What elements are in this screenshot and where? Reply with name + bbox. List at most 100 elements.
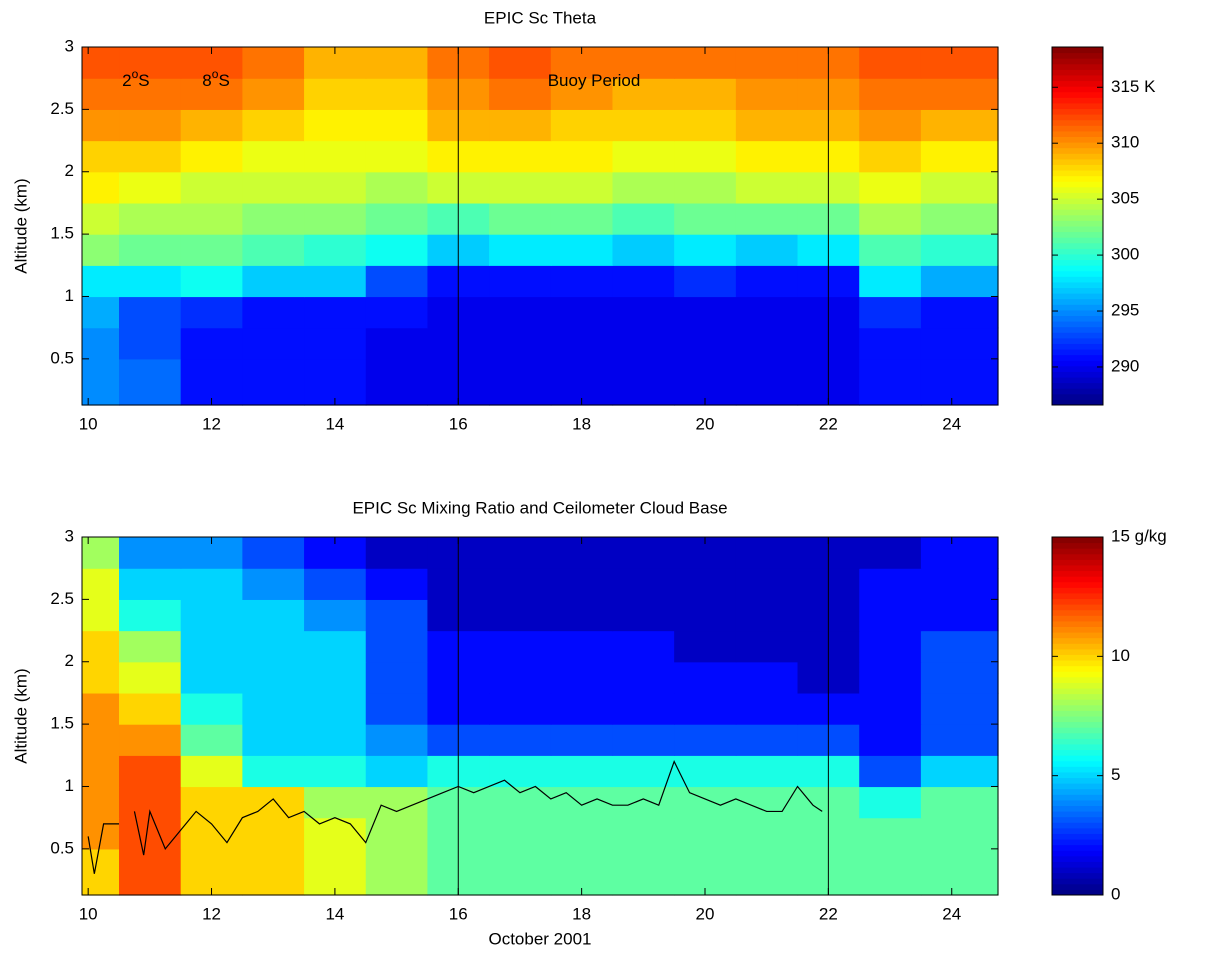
y-tick-label: 1 <box>65 286 74 305</box>
colorbar-swatch <box>1052 861 1103 868</box>
heat-cell <box>119 537 182 569</box>
heat-cell <box>180 202 243 235</box>
heat-cell <box>365 599 429 632</box>
heat-cell <box>612 786 675 819</box>
heat-cell <box>612 47 675 79</box>
heat-cell <box>920 537 999 569</box>
heat-cell <box>180 724 243 756</box>
heat-cell <box>550 358 614 406</box>
heat-cell <box>920 296 999 329</box>
y-tick-label: 2 <box>65 161 74 180</box>
colorbar-tick-label: 310 <box>1111 133 1139 152</box>
heat-cell <box>859 296 922 329</box>
heat-cell <box>365 661 429 694</box>
colorbar-swatch <box>1052 581 1103 588</box>
heat-cell <box>735 755 799 788</box>
heat-cell <box>735 599 799 632</box>
heat-cell <box>859 692 922 725</box>
colorbar-swatch <box>1052 248 1103 255</box>
colorbar-swatch <box>1052 253 1103 261</box>
y-tick-label: 0.5 <box>50 838 74 857</box>
heat-cell <box>612 296 675 329</box>
heat-cell <box>304 630 367 663</box>
heat-cell <box>82 630 120 663</box>
colorbar-swatch <box>1052 276 1103 283</box>
heat-cell <box>859 234 922 266</box>
colorbar-swatch <box>1052 74 1103 82</box>
colorbar-swatch <box>1052 281 1103 289</box>
heat-cell <box>550 724 614 756</box>
heat-cell <box>735 202 799 235</box>
heat-cell <box>82 848 120 896</box>
heat-cell <box>119 140 182 173</box>
heat-cell <box>489 78 552 110</box>
x-tick-label: 22 <box>819 904 838 923</box>
colorbar-swatch <box>1052 688 1103 695</box>
colorbar-swatch <box>1052 52 1103 59</box>
heat-cell <box>612 234 675 266</box>
colorbar-swatch <box>1052 214 1103 221</box>
heat-cell <box>180 692 243 725</box>
colorbar-swatch <box>1052 732 1103 739</box>
colorbar-swatch <box>1052 349 1103 356</box>
heat-cell <box>242 568 305 600</box>
heat-cell <box>180 140 243 173</box>
heat-cell <box>180 265 243 298</box>
colorbar-swatch <box>1052 265 1103 272</box>
heat-cell <box>365 47 429 79</box>
heat-cell <box>180 817 243 850</box>
colorbar-swatch <box>1052 598 1103 605</box>
heat-cell <box>304 234 367 266</box>
heat-cell <box>242 171 305 204</box>
heat-cell <box>489 537 552 569</box>
colorbar-swatch <box>1052 632 1103 639</box>
heat-cell <box>735 724 799 756</box>
heat-cell <box>180 171 243 204</box>
heat-cell <box>674 848 737 896</box>
heat-cell <box>859 171 922 204</box>
heat-cell <box>920 786 999 819</box>
heat-cell <box>920 171 999 204</box>
heat-cell <box>82 327 120 360</box>
x-tick-label: 20 <box>696 904 715 923</box>
heat-cell <box>119 47 182 79</box>
colorbar-swatch <box>1052 343 1103 350</box>
colorbar-swatch <box>1052 660 1103 667</box>
colorbar-swatch <box>1052 220 1103 227</box>
colorbar-swatch <box>1052 704 1103 711</box>
colorbar-swatch <box>1052 393 1103 400</box>
colorbar-swatch <box>1052 237 1103 244</box>
heat-cell <box>674 202 737 235</box>
heat-cell <box>180 568 243 600</box>
heat-cell <box>920 140 999 173</box>
colorbar-swatch <box>1052 63 1103 70</box>
heat-cell <box>735 358 799 406</box>
x-tick-label: 20 <box>696 414 715 433</box>
heat-cell <box>365 109 429 142</box>
heat-cell <box>550 755 614 788</box>
heat-cell <box>550 848 614 896</box>
colorbar-swatch <box>1052 615 1103 622</box>
colorbar-swatch <box>1052 799 1103 806</box>
heat-cell <box>489 358 552 406</box>
heat-cell <box>82 568 120 600</box>
colorbar-swatch <box>1052 620 1103 627</box>
colorbar-swatch <box>1052 749 1103 756</box>
heat-cell <box>242 817 305 850</box>
heat-cell <box>674 140 737 173</box>
colorbar-swatch <box>1052 671 1103 678</box>
heat-cell <box>365 568 429 600</box>
colorbar-swatch <box>1052 816 1103 823</box>
chart-title: EPIC Sc Mixing Ratio and Ceilometer Clou… <box>352 498 727 517</box>
heat-cell <box>550 202 614 235</box>
heat-cell <box>489 202 552 235</box>
heat-cell <box>859 47 922 79</box>
heat-cell <box>859 755 922 788</box>
colorbar-tick-label: 305 <box>1111 189 1139 208</box>
heat-cell <box>82 296 120 329</box>
y-tick-label: 2.5 <box>50 589 74 608</box>
heat-cell <box>119 327 182 360</box>
colorbar-swatch <box>1052 710 1103 717</box>
colorbar-swatch <box>1052 811 1103 818</box>
heat-cell <box>365 537 429 569</box>
